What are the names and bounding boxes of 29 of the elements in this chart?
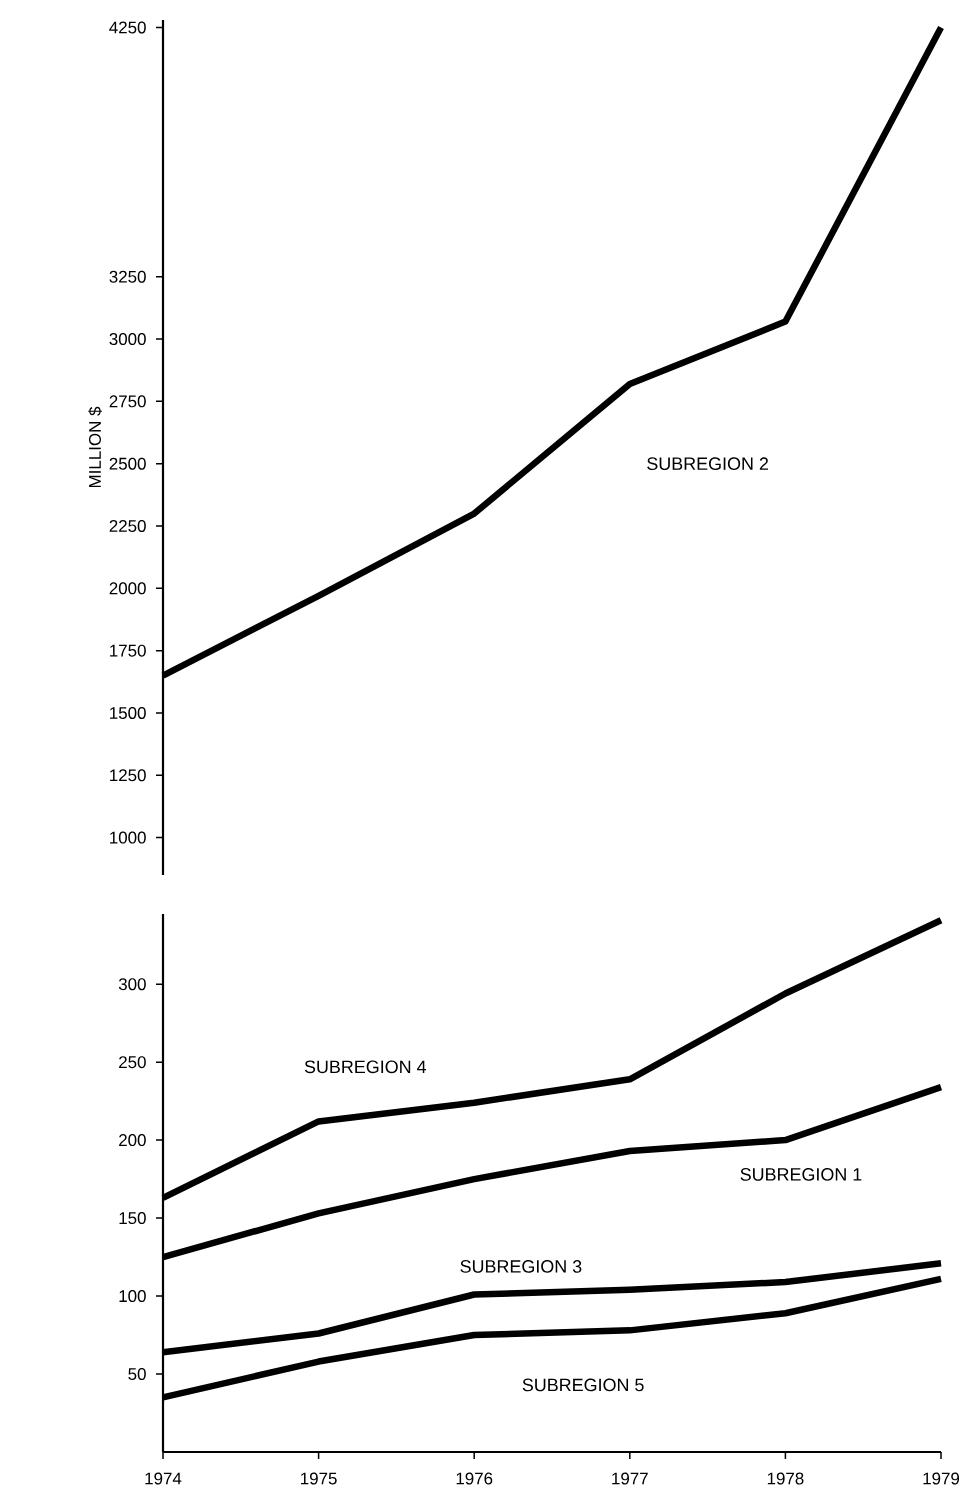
- y-tick-label: 300: [118, 978, 146, 991]
- y-tick-label: 1500: [110, 706, 146, 719]
- series-label: SUBREGION 1: [740, 1168, 862, 1181]
- y-tick-label: 2250: [109, 520, 146, 533]
- y-tick-label: 1000: [110, 831, 146, 844]
- y-tick-label: 3250: [109, 270, 146, 283]
- text: SUBREGION 2: [647, 457, 768, 471]
- y-tick-label: 1250: [110, 769, 146, 782]
- x-tick-label: 1975: [301, 1472, 337, 1485]
- y-tick-label: 250: [119, 1056, 146, 1069]
- y-tick-label: 50: [128, 1368, 146, 1381]
- text: SUBREGION 5: [522, 1378, 644, 1392]
- x-tick-label: 1976: [456, 1472, 493, 1485]
- y-tick-label: 2500: [109, 457, 146, 470]
- x-tick-label: 1977: [612, 1472, 648, 1485]
- series-label: SUBREGION 4: [304, 1060, 427, 1074]
- y-tick-label: 2000: [109, 582, 146, 595]
- y-tick-label: 200: [119, 1134, 146, 1147]
- x-tick-label: 1979: [923, 1472, 960, 1485]
- x-tick-label: 1974: [145, 1472, 182, 1485]
- series-label: SUBREGION 3: [460, 1260, 582, 1273]
- y-tick-label: 1750: [110, 644, 146, 657]
- y-tick-label: 2750: [109, 395, 146, 408]
- y-axis-title: MILLION $: [88, 406, 102, 488]
- x-tick-label: 1978: [767, 1472, 804, 1485]
- y-tick-label: 150: [119, 1212, 146, 1225]
- y-tick-label: 4250: [109, 21, 146, 34]
- y-tick-label: 100: [119, 1290, 146, 1303]
- y-tick-label: 3000: [109, 333, 146, 346]
